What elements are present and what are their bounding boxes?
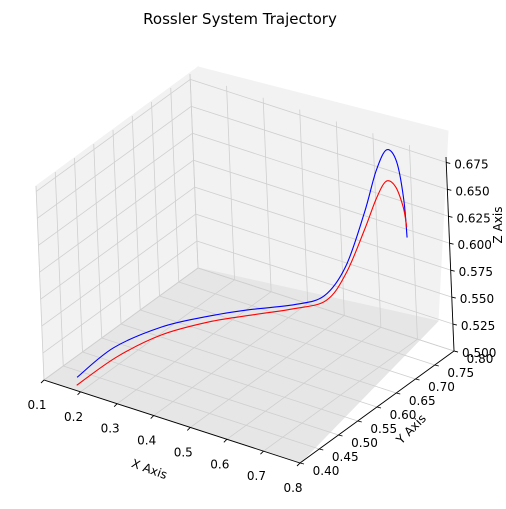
y-tick-label: 0.50 bbox=[351, 436, 378, 450]
y-grid-line bbox=[101, 337, 358, 422]
x-tick-mark bbox=[186, 427, 191, 431]
trajectory-line-2 bbox=[76, 180, 408, 386]
y-grid-line bbox=[140, 309, 397, 394]
axes bbox=[40, 156, 459, 467]
z-tick-mark bbox=[446, 161, 451, 164]
z-grid-line bbox=[43, 267, 199, 381]
x-tick-label: 0.6 bbox=[210, 457, 229, 471]
y-tick-mark bbox=[357, 420, 362, 423]
z-tick-mark bbox=[450, 269, 455, 272]
z-grid-line bbox=[192, 132, 449, 217]
x-tick-mark bbox=[40, 379, 45, 384]
y-tick-mark bbox=[396, 392, 401, 395]
z-tick-mark bbox=[453, 350, 459, 353]
x-tick-mark bbox=[260, 450, 264, 455]
chart-title: Rossler System Trajectory bbox=[143, 10, 337, 28]
z-grid-line bbox=[42, 240, 198, 354]
y-tick-mark bbox=[434, 364, 439, 367]
x-tick-label: 0.3 bbox=[101, 422, 120, 436]
z-tick-mark bbox=[452, 323, 457, 326]
y-tick-label: 0.40 bbox=[313, 464, 340, 478]
z-tick-label: 0.650 bbox=[455, 184, 489, 198]
z-grid-line bbox=[190, 79, 447, 163]
x-tick-mark bbox=[77, 391, 81, 396]
y-tick-label: 0.75 bbox=[447, 366, 474, 380]
y-tick-label: 0.70 bbox=[428, 380, 455, 394]
z-grid-line bbox=[191, 105, 448, 190]
y-tick-mark bbox=[319, 448, 324, 451]
x-tick-mark bbox=[223, 438, 228, 443]
y-grid-line bbox=[159, 295, 416, 380]
z-grid-line bbox=[194, 186, 451, 271]
z-grid-line bbox=[40, 186, 195, 300]
z-tick-label: 0.675 bbox=[454, 157, 488, 171]
x-tick-mark bbox=[150, 415, 155, 419]
y-tick-label: 0.55 bbox=[370, 422, 397, 436]
z-tick-label: 0.625 bbox=[456, 211, 490, 225]
x-tick-label: 0.5 bbox=[174, 445, 193, 459]
x-tick-mark bbox=[113, 403, 118, 408]
x-tick-label: 0.1 bbox=[27, 398, 46, 412]
z-grid-line bbox=[197, 267, 455, 352]
z-tick-mark bbox=[449, 242, 454, 245]
y-grid-line bbox=[82, 351, 339, 436]
x-tick-mark bbox=[296, 462, 301, 467]
z-tick-label: 0.550 bbox=[460, 292, 494, 306]
z-tick-mark bbox=[448, 215, 453, 218]
z-tick-label: 0.600 bbox=[458, 238, 492, 252]
x-axis-label: X Axis bbox=[130, 456, 169, 482]
x-tick-label: 0.8 bbox=[283, 481, 302, 495]
z-axis-label: Z Axis bbox=[491, 207, 505, 244]
y-tick-label: 0.60 bbox=[390, 408, 417, 422]
y-tick-label: 0.80 bbox=[467, 352, 494, 366]
z-tick-label: 0.575 bbox=[459, 265, 493, 279]
y-tick-mark bbox=[376, 406, 382, 409]
z-grid-line bbox=[35, 79, 191, 192]
z-tick-mark bbox=[447, 188, 452, 191]
y-tick-mark bbox=[299, 462, 305, 465]
z-grid-line bbox=[37, 106, 192, 219]
trajectory-line-1 bbox=[76, 149, 408, 378]
y-tick-mark bbox=[338, 434, 343, 437]
z-grid-line bbox=[39, 159, 194, 273]
z-tick-label: 0.500 bbox=[462, 346, 496, 360]
y-tick-label: 0.45 bbox=[332, 450, 359, 464]
z-grid-line bbox=[196, 240, 454, 325]
z-tick-mark bbox=[451, 296, 456, 299]
tick-labels: 0.10.20.30.40.50.60.70.80.400.450.500.55… bbox=[27, 157, 496, 495]
x-tick-label: 0.4 bbox=[137, 434, 156, 448]
y-grid-line bbox=[178, 281, 435, 366]
y-grid-line bbox=[120, 323, 378, 408]
y-tick-mark bbox=[415, 378, 420, 381]
y-grid-line bbox=[63, 365, 320, 450]
z-grid-line bbox=[195, 213, 452, 298]
z-tick-label: 0.525 bbox=[461, 319, 495, 333]
z-grid-line bbox=[41, 213, 197, 327]
x-tick-label: 0.2 bbox=[64, 410, 83, 424]
series-lines bbox=[76, 149, 408, 386]
x-axis-line bbox=[43, 379, 301, 464]
z-grid-line bbox=[38, 132, 193, 246]
y-tick-label: 0.65 bbox=[409, 394, 436, 408]
x-tick-label: 0.7 bbox=[247, 469, 266, 483]
